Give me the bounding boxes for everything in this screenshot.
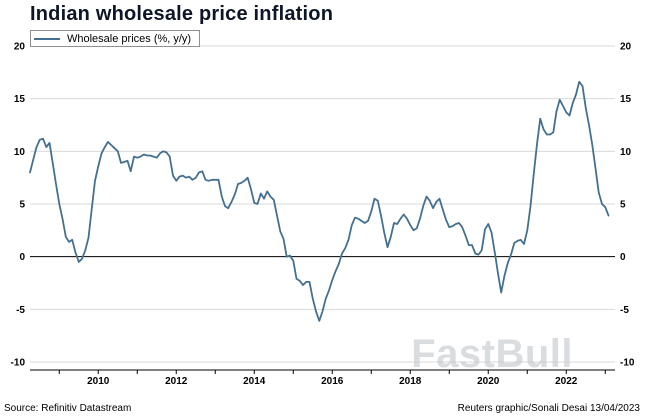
x-axis: 2010 2012 2014 2016 2018 2020 2022 xyxy=(30,369,615,387)
watermark-fastbull: FastBull xyxy=(411,332,573,376)
legend: Wholesale prices (%, y/y) xyxy=(30,30,201,47)
y-axis-labels: -10 -10 -5 -5 0 0 5 5 10 10 15 15 20 20 xyxy=(11,42,635,369)
svg-text:10: 10 xyxy=(620,147,632,158)
svg-text:2020: 2020 xyxy=(477,376,500,387)
svg-text:5: 5 xyxy=(19,200,25,211)
legend-label: Wholesale prices (%, y/y) xyxy=(67,32,192,45)
graphic-credit: Reuters graphic/Sonali Desai 13/04/2023 xyxy=(457,403,640,414)
svg-text:15: 15 xyxy=(620,94,632,105)
svg-text:-10: -10 xyxy=(11,358,26,369)
svg-text:0: 0 xyxy=(620,252,626,263)
svg-text:20: 20 xyxy=(14,42,26,53)
svg-text:10: 10 xyxy=(14,147,26,158)
svg-text:2016: 2016 xyxy=(321,376,344,387)
chart-title: Indian wholesale price inflation xyxy=(30,3,334,25)
svg-text:2012: 2012 xyxy=(165,376,188,387)
svg-text:0: 0 xyxy=(19,252,25,263)
wholesale-prices-line xyxy=(29,80,610,322)
y-gridlines xyxy=(30,45,615,363)
svg-text:2022: 2022 xyxy=(555,376,578,387)
svg-text:2014: 2014 xyxy=(243,376,266,387)
svg-text:2018: 2018 xyxy=(399,376,422,387)
svg-text:-10: -10 xyxy=(620,358,635,369)
svg-text:20: 20 xyxy=(620,42,632,53)
svg-text:-5: -5 xyxy=(16,305,25,316)
svg-text:5: 5 xyxy=(620,200,626,211)
legend-line-swatch xyxy=(34,37,60,40)
svg-text:15: 15 xyxy=(14,94,26,105)
svg-text:-5: -5 xyxy=(620,305,629,316)
svg-text:2010: 2010 xyxy=(87,376,110,387)
source-credit: Source: Refinitiv Datastream xyxy=(4,403,132,414)
